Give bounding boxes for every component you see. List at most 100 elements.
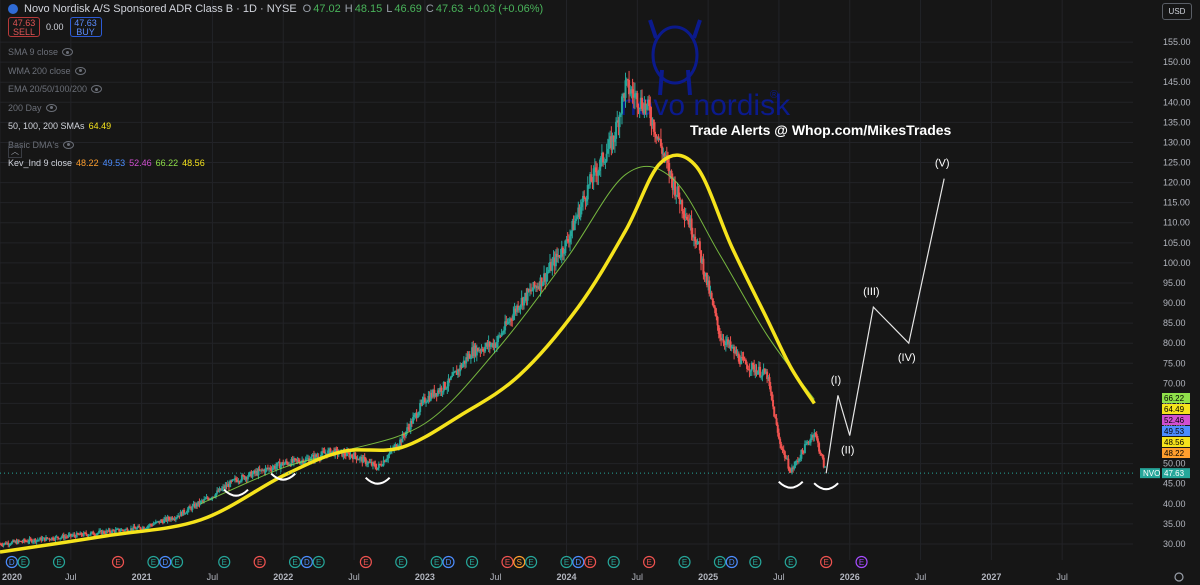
eye-hidden-icon[interactable]	[62, 140, 74, 149]
candle-body	[205, 497, 208, 499]
event-marker[interactable]	[395, 555, 408, 569]
event-marker[interactable]	[749, 555, 762, 569]
time-axis[interactable]	[0, 569, 1200, 585]
price-badge-label: 49.53	[1164, 427, 1185, 436]
indicator-row[interactable]: EMA 20/50/100/200	[8, 80, 205, 99]
eye-hidden-icon[interactable]	[62, 48, 74, 57]
candle-body	[146, 526, 149, 529]
indicator-row[interactable]: Basic DMA's	[8, 136, 205, 155]
candle-body	[233, 478, 236, 480]
candle-body	[794, 461, 797, 466]
event-marker[interactable]	[442, 555, 455, 569]
event-marker[interactable]	[725, 555, 738, 569]
buy-button[interactable]: 47.63 BUY	[69, 17, 102, 37]
event-marker[interactable]	[253, 555, 266, 569]
event-marker[interactable]	[288, 555, 302, 569]
candle-body	[323, 451, 326, 454]
event-marker[interactable]	[513, 555, 526, 569]
candle-body	[251, 473, 254, 478]
candle-body	[472, 347, 475, 357]
ohlc-key: O	[302, 3, 312, 15]
event-marker[interactable]	[560, 555, 573, 569]
event-marker[interactable]	[147, 555, 160, 569]
eye-hidden-icon[interactable]	[45, 103, 57, 112]
candle-body	[813, 433, 816, 438]
event-marker[interactable]	[300, 555, 313, 569]
candle-body	[151, 524, 154, 526]
indicator-row[interactable]: SMA 9 close	[8, 43, 205, 62]
candle-body	[643, 103, 646, 114]
indicator-row[interactable]: Kev_Ind 9 close 48.22 49.53 52.46 66.22 48.56	[8, 154, 205, 173]
event-marker[interactable]	[430, 555, 443, 569]
candle-body	[99, 530, 102, 532]
buy-price: 47.63	[74, 18, 97, 28]
event-marker[interactable]	[855, 555, 868, 569]
candle-body	[520, 297, 523, 306]
indicator-row[interactable]: 50, 100, 200 SMAs 64.49	[8, 117, 205, 136]
candle-body	[121, 529, 124, 531]
eye-hidden-icon[interactable]	[74, 66, 86, 75]
candle-body	[307, 458, 310, 460]
event-marker[interactable]	[159, 555, 172, 569]
price-axis[interactable]	[1133, 0, 1200, 585]
candle-body	[218, 488, 221, 492]
event-marker[interactable]	[584, 555, 597, 569]
x-tick-label: 2021	[132, 572, 152, 582]
candle-body	[488, 342, 491, 347]
candle-body	[807, 441, 810, 443]
event-marker[interactable]	[5, 555, 18, 569]
eye-hidden-icon[interactable]	[91, 85, 103, 94]
candle-body	[69, 533, 72, 537]
candle-body	[525, 293, 528, 301]
indicator-row[interactable]: 200 Day	[8, 99, 205, 118]
event-marker[interactable]	[820, 555, 833, 569]
symbol-title[interactable]: Novo Nordisk A/S Sponsored ADR Class B ·…	[24, 3, 297, 15]
candle-body	[462, 360, 465, 365]
event-marker[interactable]	[465, 555, 479, 569]
event-marker[interactable]	[52, 555, 66, 569]
candle-body	[253, 470, 256, 474]
event-marker[interactable]	[312, 555, 325, 569]
event-marker[interactable]	[17, 555, 30, 569]
candle-body	[678, 197, 681, 205]
currency-selector[interactable]: USD	[1162, 3, 1192, 20]
candle-body	[80, 532, 83, 536]
event-marker[interactable]	[524, 555, 538, 569]
candle-body	[651, 119, 654, 126]
sell-button[interactable]: 47.63 SELL	[8, 17, 40, 37]
candle-body	[417, 411, 420, 416]
candle-body	[620, 96, 623, 114]
event-marker[interactable]	[111, 555, 125, 569]
candle-body	[198, 501, 201, 505]
gear-icon[interactable]	[1174, 572, 1184, 582]
candle-body	[72, 534, 75, 536]
event-marker[interactable]	[643, 555, 656, 569]
candle-body	[459, 365, 462, 372]
event-marker[interactable]	[170, 555, 184, 569]
event-marker[interactable]	[678, 555, 691, 569]
event-marker[interactable]	[218, 555, 231, 569]
candle-body	[15, 541, 18, 544]
candle-body	[729, 341, 732, 348]
candle-body	[570, 231, 573, 237]
logo-bull-icon	[648, 19, 702, 96]
event-marker[interactable]	[359, 555, 372, 569]
candle-body	[196, 503, 199, 506]
y-tick-label: 135.00	[1163, 117, 1191, 127]
event-marker[interactable]	[607, 555, 620, 569]
y-tick-label: 35.00	[1163, 519, 1186, 529]
event-marker[interactable]	[501, 555, 514, 569]
event-marker[interactable]	[784, 555, 797, 569]
event-marker-label: D	[729, 558, 735, 567]
ohlc-key: L	[386, 3, 393, 15]
event-marker[interactable]	[713, 555, 727, 569]
chevron-up-icon[interactable]: ︿	[8, 146, 22, 158]
candle-body	[354, 452, 357, 457]
event-marker[interactable]	[572, 555, 585, 569]
candle-body	[350, 454, 353, 457]
candle-body	[683, 213, 686, 218]
candle-body	[375, 467, 378, 470]
candle-body	[85, 532, 88, 535]
indicator-row[interactable]: WMA 200 close	[8, 62, 205, 81]
